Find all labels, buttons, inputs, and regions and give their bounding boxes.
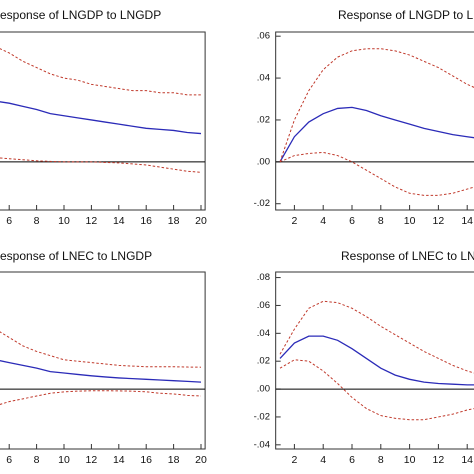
x-tick-label: 18 — [168, 215, 180, 227]
x-tick-label: 12 — [433, 454, 445, 466]
x-tick-label: 12 — [433, 215, 445, 227]
x-tick-label: 14 — [461, 215, 473, 227]
plot-body — [275, 48, 474, 196]
y-tick-label: -.02 — [254, 411, 270, 422]
x-tick-label: 10 — [58, 215, 70, 227]
x-tick-label: 12 — [86, 215, 98, 227]
plot-frame — [0, 31, 206, 211]
panel: esponse of LNGDP to LNGDP 6 8 10 12 14 16 18 20 — [0, 8, 207, 227]
x-tick-label: 20 — [195, 215, 207, 227]
x-tick-label: 8 — [34, 454, 40, 466]
x-tick-label: 10 — [404, 215, 416, 227]
x-tick-label: 2 — [291, 215, 297, 227]
y-tick-label: .02 — [257, 356, 270, 367]
confidence-band — [279, 151, 474, 196]
plot-frame — [275, 271, 474, 450]
x-tick-label: 4 — [320, 215, 326, 227]
y-tick-label: .00 — [257, 156, 270, 167]
x-tick-label: 2 — [291, 454, 297, 466]
response-line — [279, 106, 474, 163]
confidence-band — [0, 331, 202, 368]
panel-title: Response of LNEC to LNE — [341, 249, 474, 263]
x-tick-label: 14 — [113, 454, 125, 466]
panel: Response of LNEC to LNE .08 .06 .04 .02 .00 -.… — [254, 249, 474, 466]
confidence-band — [279, 300, 474, 374]
response-line — [0, 101, 202, 135]
y-tick-label: .04 — [257, 73, 270, 84]
x-tick-label: 6 — [6, 215, 12, 227]
y-tick-label: .06 — [257, 31, 270, 42]
x-tick-label: 10 — [404, 454, 416, 466]
x-tick-label: 6 — [6, 454, 12, 466]
panel: esponse of LNEC to LNGDP 6 8 10 12 14 16 18 20 — [0, 249, 207, 466]
x-tick-label: 20 — [195, 454, 207, 466]
response-line — [279, 335, 474, 386]
confidence-band — [279, 359, 474, 421]
x-tick-label: 12 — [86, 454, 98, 466]
panel-title: esponse of LNGDP to LNGDP — [0, 8, 161, 22]
response-line — [0, 360, 202, 383]
y-tick-label: .08 — [257, 272, 270, 283]
y-tick-label: .06 — [257, 300, 270, 311]
confidence-band — [0, 157, 202, 173]
x-tick-label: 16 — [140, 454, 152, 466]
y-tick-label: -.02 — [254, 198, 270, 209]
x-tick-label: 6 — [349, 215, 355, 227]
plot-frame — [0, 271, 206, 450]
panel-title: esponse of LNEC to LNGDP — [0, 249, 152, 263]
x-tick-label: 8 — [378, 454, 384, 466]
plot-body — [275, 300, 474, 421]
panel-title: Response of LNGDP to LN — [338, 8, 474, 22]
plot-frame — [275, 31, 474, 211]
x-tick-label: 18 — [168, 454, 180, 466]
x-tick-label: 14 — [461, 454, 473, 466]
x-tick-label: 16 — [140, 215, 152, 227]
x-tick-label: 10 — [58, 454, 70, 466]
confidence-band — [0, 390, 202, 405]
x-tick-label: 4 — [320, 454, 326, 466]
plot-body — [0, 48, 206, 173]
plot-body — [0, 331, 206, 405]
y-tick-label: .02 — [257, 114, 270, 125]
x-tick-label: 8 — [378, 215, 384, 227]
panel: Response of LNGDP to LN .06 .04 .02 .00 -.02 2… — [254, 8, 474, 227]
y-tick-label: .04 — [257, 328, 270, 339]
x-tick-label: 6 — [349, 454, 355, 466]
y-tick-label: -.04 — [254, 439, 270, 450]
x-tick-label: 8 — [34, 215, 40, 227]
x-tick-label: 14 — [113, 215, 125, 227]
y-tick-label: .00 — [257, 384, 270, 395]
